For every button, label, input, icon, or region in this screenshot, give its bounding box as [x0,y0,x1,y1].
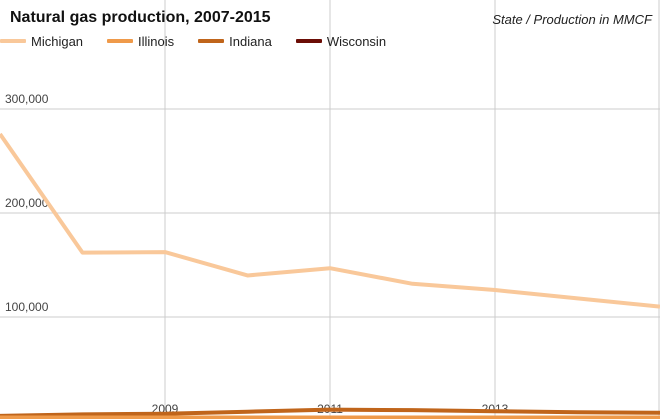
legend-label: Michigan [31,33,84,49]
legend-label: Illinois [138,33,175,49]
legend-label: Indiana [229,33,272,49]
series-line-indiana [0,407,660,418]
legend-item-wisconsin[interactable]: Wisconsin [295,33,387,49]
legend-swatch [107,39,134,43]
legend-swatch [0,39,26,43]
legend-item-indiana[interactable]: Indiana [198,34,272,49]
legend-label: Wisconsin [326,33,387,49]
x-tick-label: 2013 [482,402,509,416]
legend-swatch [295,39,322,43]
legend: Michigan Illinois Indiana Wisconsin [0,33,410,49]
y-tick-label: 300,000 [5,92,49,106]
chart-title: Natural gas production, 2007-2015 [10,9,271,26]
series-line-michigan [0,132,660,309]
legend-item-illinois[interactable]: Illinois [107,34,174,49]
y-tick-label: 100,000 [5,300,49,314]
legend-swatch [198,39,225,43]
legend-item-michigan[interactable]: Michigan [0,34,83,49]
series-lines [0,132,660,419]
chart-subtitle: State / Production in MMCF [492,12,652,27]
y-tick-label: 200,000 [5,196,49,210]
